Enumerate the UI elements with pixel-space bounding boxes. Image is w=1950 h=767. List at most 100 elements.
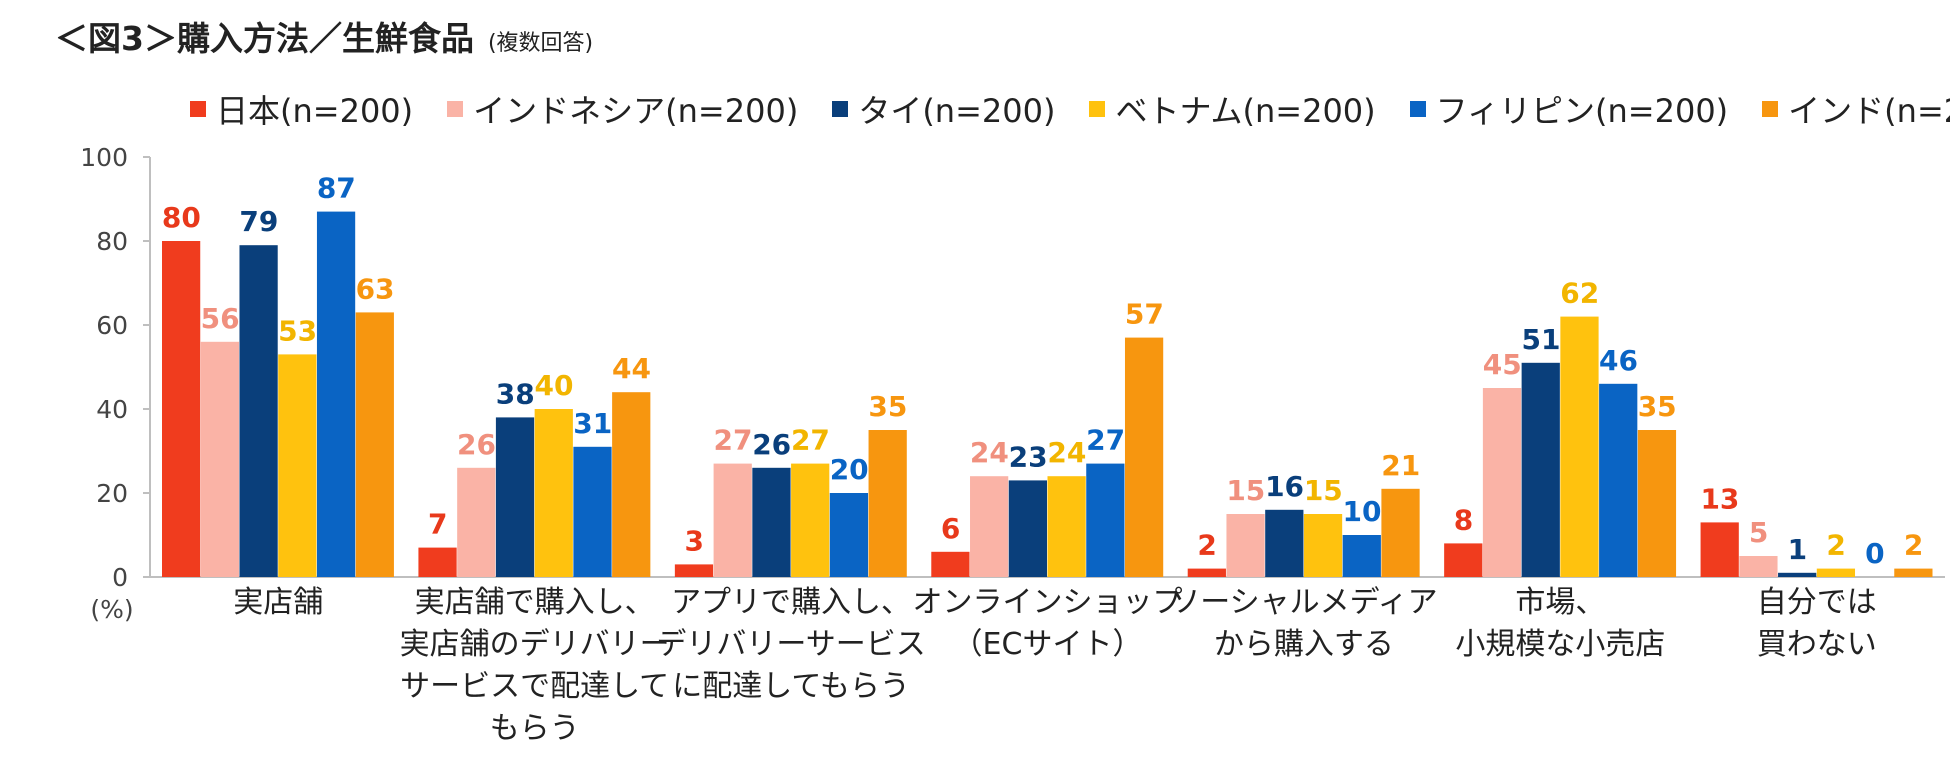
bar-value-label: 2: [1904, 529, 1923, 562]
category-label: サービスで配達して: [400, 669, 669, 704]
bar: [1894, 568, 1933, 577]
y-tick-label: 0: [112, 563, 128, 592]
bar-value-label: 56: [201, 302, 240, 335]
bar: [829, 493, 869, 577]
bar-value-label: 35: [868, 390, 907, 423]
bar-value-label: 31: [573, 407, 612, 440]
legend-item: 日本(n=200): [190, 86, 413, 132]
legend-item: フィリピン(n=200): [1409, 86, 1729, 132]
chart-legend: 日本(n=200) インドネシア(n=200) タイ(n=200) ベトナム(n=20…: [190, 86, 1950, 132]
legend-swatch: [190, 101, 206, 117]
legend-label: インドネシア(n=200): [473, 92, 799, 130]
bar-value-label: 46: [1599, 344, 1638, 377]
legend-swatch: [1409, 101, 1426, 117]
bar-value-label: 15: [1226, 474, 1265, 507]
category-label: もらう: [490, 711, 580, 746]
bar-value-label: 62: [1560, 277, 1599, 310]
legend-swatch: [447, 101, 464, 117]
bar-value-label: 1: [1788, 533, 1807, 566]
bar: [1700, 522, 1739, 577]
bar: [791, 463, 830, 577]
category-label: から購入する: [1214, 627, 1394, 662]
legend-swatch: [1762, 101, 1779, 117]
bar: [868, 430, 907, 577]
y-tick-label: 20: [96, 479, 128, 508]
bar: [1086, 463, 1125, 577]
bar: [495, 417, 535, 577]
bar: [1008, 480, 1047, 577]
bar: [1124, 337, 1164, 577]
legend-label: ベトナム(n=200): [1115, 92, 1376, 130]
bar-value-label: 8: [1454, 503, 1473, 536]
legend-label: タイ(n=200): [858, 92, 1056, 130]
category-label: 実店舗: [233, 585, 323, 620]
bar: [355, 312, 394, 577]
bar: [1381, 488, 1420, 577]
bar: [1599, 383, 1638, 577]
bar-value-label: 24: [970, 436, 1009, 469]
bar-value-label: 21: [1381, 449, 1420, 482]
bar: [1342, 535, 1381, 577]
bar: [612, 392, 651, 577]
bar: [1265, 509, 1304, 577]
bar-value-label: 87: [317, 172, 356, 205]
legend-swatch: [1089, 101, 1106, 117]
bar-value-label: 10: [1343, 495, 1382, 528]
category-label: アプリで購入し、: [671, 585, 911, 620]
bar-value-label: 27: [791, 424, 830, 457]
bar-value-label: 3: [684, 524, 703, 557]
legend-item: インドネシア(n=200): [447, 86, 798, 132]
bar-value-label: 6: [941, 512, 960, 545]
bar-value-label: 79: [239, 205, 278, 238]
bar: [1560, 316, 1599, 577]
bar-value-label: 15: [1304, 474, 1343, 507]
bar-value-label: 2: [1197, 529, 1216, 562]
bar: [752, 467, 791, 577]
bar-value-label: 35: [1638, 390, 1677, 423]
bar: [1187, 568, 1226, 577]
bar-value-label: 51: [1522, 323, 1561, 356]
bar-value-label: 38: [496, 377, 535, 410]
bar: [278, 354, 317, 577]
bar-value-label: 20: [830, 453, 869, 486]
bar-value-label: 2: [1826, 529, 1845, 562]
category-label: オンラインショップ: [913, 585, 1183, 620]
bar-value-label: 26: [752, 428, 791, 461]
bar: [316, 211, 356, 577]
bar-value-label: 0: [1865, 537, 1884, 570]
bar: [1482, 388, 1522, 577]
legend-label: 日本(n=200): [216, 92, 414, 130]
bar: [200, 341, 239, 577]
bar-value-label: 13: [1700, 482, 1739, 515]
bar: [457, 467, 496, 577]
bar-value-label: 26: [457, 428, 496, 461]
category-label: に配達してもらう: [672, 669, 910, 704]
bar-value-label: 7: [428, 508, 447, 541]
bar-value-label: 5: [1749, 516, 1768, 549]
bar-value-label: 44: [612, 352, 651, 385]
bar: [1047, 476, 1086, 577]
category-label: デリバリーサービス: [656, 627, 925, 662]
bar-value-label: 80: [162, 201, 201, 234]
bar: [573, 446, 612, 577]
bar-value-label: 45: [1483, 348, 1522, 381]
bar-value-label: 27: [713, 424, 752, 457]
bar: [674, 564, 714, 577]
category-label: ソーシャルメディア: [1170, 585, 1437, 620]
y-axis-unit-label: (%): [90, 595, 133, 624]
bar: [713, 463, 752, 577]
category-label: 小規模な小売店: [1455, 627, 1665, 662]
legend-item: タイ(n=200): [832, 86, 1055, 132]
category-label: 市場、: [1515, 585, 1605, 620]
bar-value-label: 40: [535, 369, 574, 402]
category-label: （ECサイト）: [953, 627, 1143, 662]
bar: [970, 476, 1009, 577]
legend-label: フィリピン(n=200): [1435, 92, 1729, 130]
category-label: 実店舗で購入し、: [415, 585, 655, 620]
bar: [931, 551, 970, 577]
category-label: 自分では: [1757, 585, 1877, 620]
bar-value-label: 23: [1009, 440, 1048, 473]
bar-value-label: 63: [356, 272, 395, 305]
bar: [1778, 572, 1817, 577]
